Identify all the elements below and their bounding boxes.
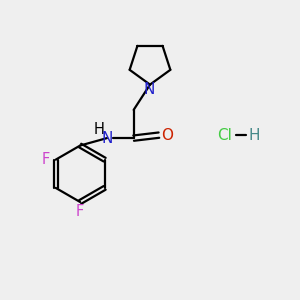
Text: H: H [248,128,260,142]
Text: O: O [161,128,173,142]
Text: F: F [42,152,50,167]
Text: F: F [76,204,84,219]
Text: Cl: Cl [217,128,232,142]
Text: H: H [93,122,104,137]
Text: N: N [101,130,112,146]
Text: N: N [144,82,155,98]
